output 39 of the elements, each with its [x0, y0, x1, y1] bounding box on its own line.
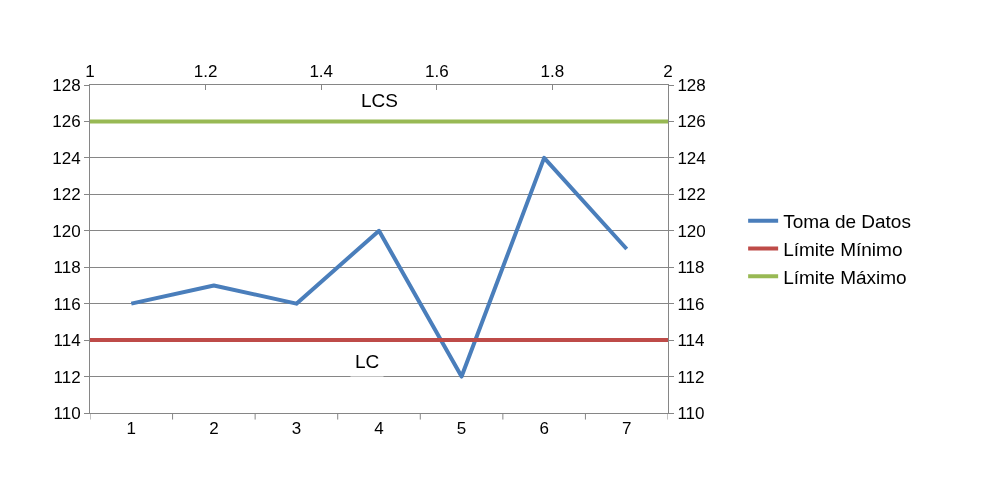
y-tick-label: 124: [52, 148, 81, 168]
x2-tick-label: 2: [663, 62, 673, 82]
y2-tick-label: 114: [677, 331, 705, 351]
x-tick-label: 1: [126, 419, 137, 439]
y2-tick-label: 124: [677, 148, 706, 168]
annotation: LCS: [361, 90, 398, 111]
x-tick-label: 5: [456, 419, 467, 439]
y2-tick-label: 120: [677, 221, 706, 241]
y-tick-label: 120: [52, 221, 81, 241]
y2-tick-label: 118: [677, 258, 705, 278]
y-tick-label: 128: [52, 75, 81, 95]
y2-tick-label: 128: [677, 75, 706, 95]
y2-tick-label: 122: [677, 185, 706, 205]
x2-tick-label: 1.8: [540, 62, 565, 82]
x-tick-label: 6: [539, 419, 549, 439]
y2-tick-label: 112: [677, 367, 705, 387]
y-tick-label: 122: [52, 185, 81, 205]
legend-label: Límite Mínimo: [783, 238, 903, 260]
x-tick-label: 4: [374, 419, 384, 439]
x-tick-label: 7: [621, 419, 632, 439]
y-tick-label: 112: [53, 367, 81, 387]
y2-tick-label: 110: [677, 403, 705, 423]
y-tick-label: 126: [52, 112, 81, 132]
y-tick-label: 116: [53, 294, 81, 314]
x-tick-label: 2: [209, 419, 219, 439]
y-tick-label: 114: [53, 331, 81, 351]
annotation: LC: [355, 351, 380, 372]
x2-tick-label: 1.6: [424, 62, 449, 82]
legend-label: Toma de Datos: [783, 211, 911, 233]
x2-tick-label: 1.4: [309, 62, 334, 82]
x2-tick-label: 1.2: [193, 62, 218, 82]
x2-tick-label: 1: [85, 62, 95, 82]
line-series: [129, 155, 629, 379]
legend-label: Límite Máximo: [783, 266, 907, 288]
y-tick-label: 110: [53, 403, 81, 423]
y2-tick-label: 116: [677, 294, 705, 314]
y2-tick-label: 126: [677, 112, 706, 132]
y-tick-label: 118: [53, 258, 81, 278]
x-tick-label: 3: [291, 419, 302, 439]
